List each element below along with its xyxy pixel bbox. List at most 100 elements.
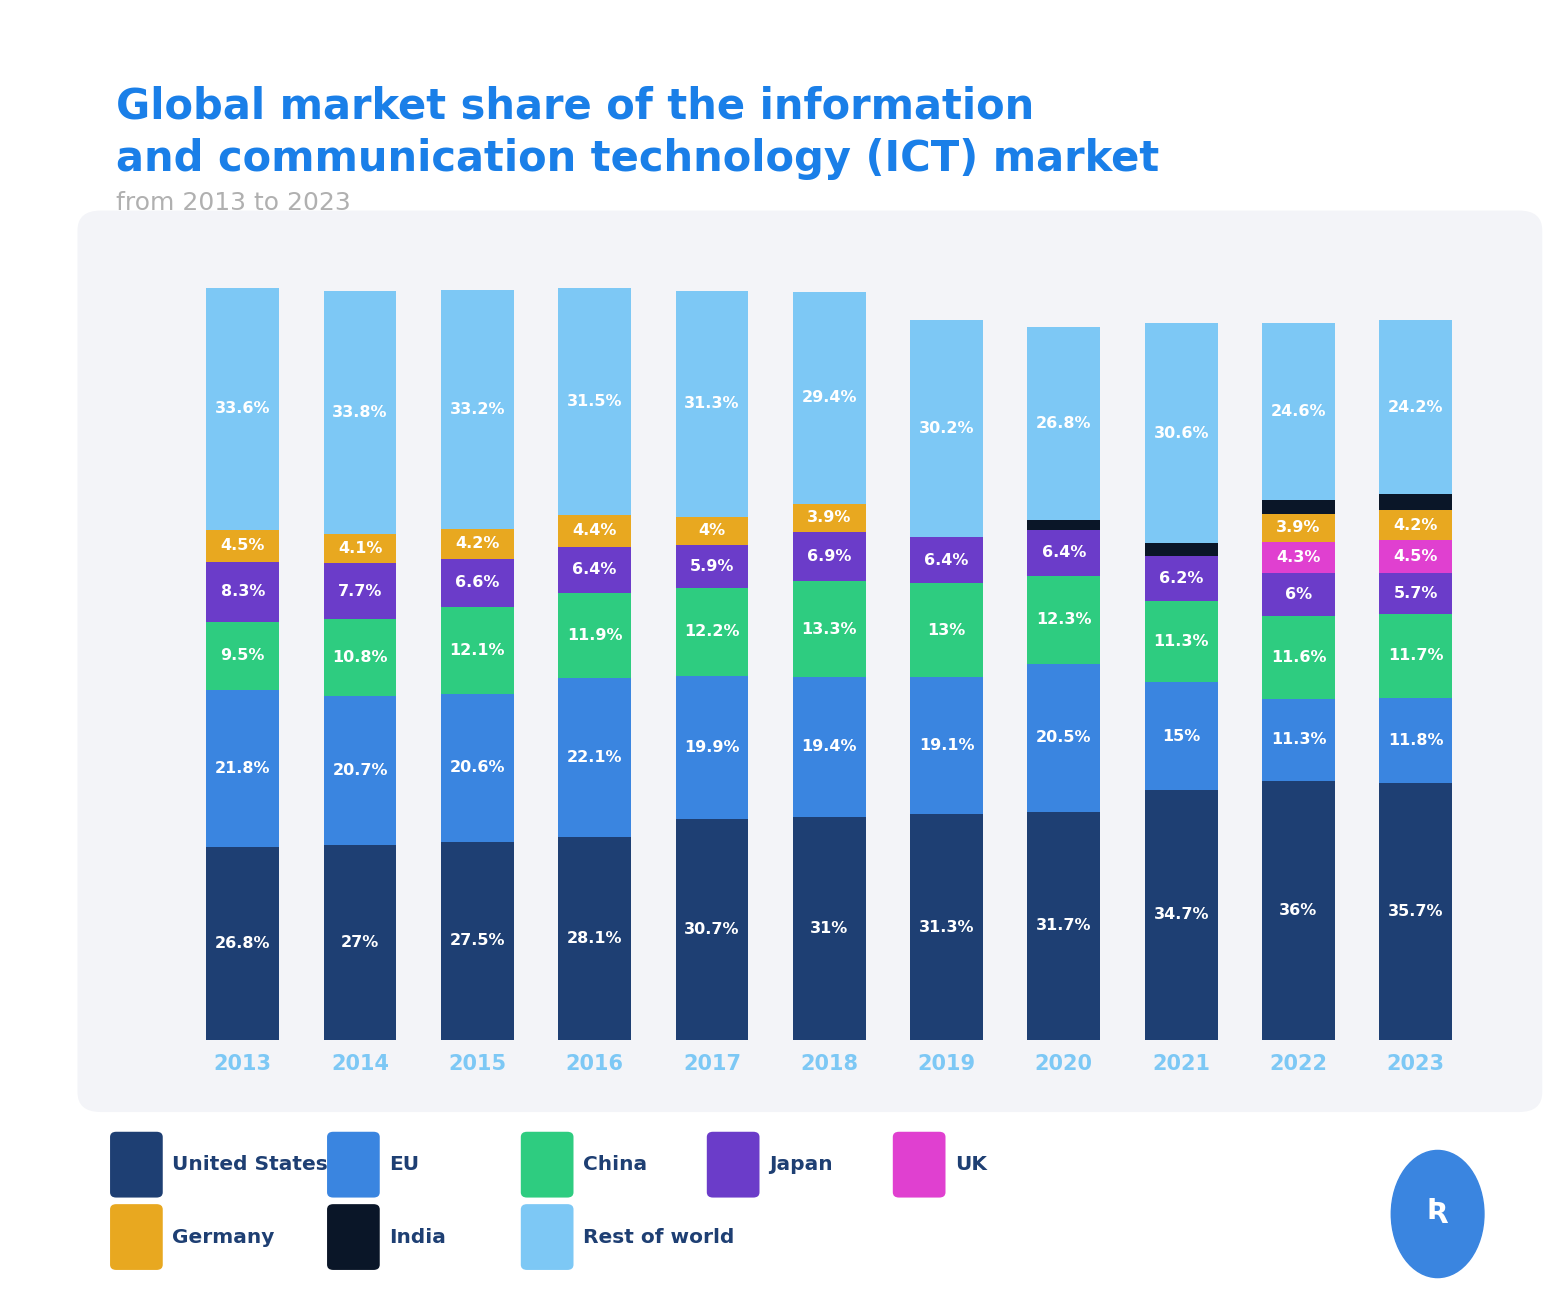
Text: 33.6%: 33.6% <box>215 401 271 416</box>
Text: China: China <box>583 1155 646 1174</box>
Text: 20.6%: 20.6% <box>449 761 505 775</box>
Text: 4.5%: 4.5% <box>220 538 265 553</box>
Bar <box>206 562 279 621</box>
Bar <box>794 292 865 504</box>
Bar <box>794 504 865 532</box>
Text: 22.1%: 22.1% <box>567 750 623 766</box>
Bar <box>558 679 631 837</box>
Bar <box>324 291 397 534</box>
Text: 27.5%: 27.5% <box>449 933 505 949</box>
Text: 3.9%: 3.9% <box>808 511 851 525</box>
Bar <box>206 529 279 562</box>
Text: 4.3%: 4.3% <box>1276 550 1321 565</box>
Text: 36%: 36% <box>1279 903 1318 917</box>
Bar <box>1145 322 1217 544</box>
Bar <box>1262 616 1335 699</box>
Bar <box>676 545 749 588</box>
Bar <box>1262 322 1335 500</box>
Text: 19.1%: 19.1% <box>919 738 975 753</box>
Bar <box>910 583 983 676</box>
Bar <box>910 320 983 537</box>
Text: 19.9%: 19.9% <box>684 740 739 754</box>
Text: 19.4%: 19.4% <box>801 740 857 754</box>
Bar <box>676 291 749 517</box>
Text: Germany: Germany <box>172 1228 274 1246</box>
Bar <box>1380 511 1452 541</box>
Bar <box>1380 697 1452 783</box>
Text: 13%: 13% <box>927 622 966 638</box>
Bar <box>676 517 749 545</box>
Text: 30.2%: 30.2% <box>919 421 975 437</box>
Bar <box>794 817 865 1040</box>
Bar <box>1145 544 1217 557</box>
Bar <box>794 582 865 676</box>
Bar <box>1262 699 1335 780</box>
Bar <box>442 694 513 842</box>
Text: 26.8%: 26.8% <box>1035 416 1091 432</box>
Text: 4.2%: 4.2% <box>1393 517 1438 533</box>
Text: 11.3%: 11.3% <box>1271 733 1327 747</box>
Bar <box>1028 575 1100 665</box>
Text: from 2013 to 2023: from 2013 to 2023 <box>116 191 350 215</box>
Text: 12.2%: 12.2% <box>684 624 739 640</box>
Text: 24.2%: 24.2% <box>1387 400 1443 415</box>
Text: 27%: 27% <box>341 934 380 950</box>
Text: 4.2%: 4.2% <box>456 537 499 551</box>
Text: 6.4%: 6.4% <box>924 553 969 569</box>
Text: 4%: 4% <box>699 524 725 538</box>
Bar <box>910 537 983 583</box>
Text: 4.5%: 4.5% <box>1393 549 1438 565</box>
Text: 11.6%: 11.6% <box>1271 650 1327 665</box>
Text: 29.4%: 29.4% <box>801 391 857 405</box>
Bar <box>1145 557 1217 600</box>
Bar <box>324 534 397 563</box>
Bar <box>1028 328 1100 520</box>
Text: 28.1%: 28.1% <box>567 930 623 946</box>
Text: 10.8%: 10.8% <box>332 650 388 665</box>
Text: 20.5%: 20.5% <box>1035 730 1091 745</box>
Bar <box>324 619 397 696</box>
Bar <box>1262 513 1335 542</box>
Text: 12.3%: 12.3% <box>1035 612 1091 628</box>
Circle shape <box>1392 1150 1483 1278</box>
Bar <box>206 690 279 846</box>
Text: 31.3%: 31.3% <box>919 920 975 934</box>
Text: 26.8%: 26.8% <box>215 936 271 950</box>
Bar <box>794 676 865 817</box>
Text: Japan: Japan <box>769 1155 832 1174</box>
Text: 6%: 6% <box>1285 587 1311 601</box>
Bar <box>1262 780 1335 1040</box>
Bar <box>1145 790 1217 1040</box>
Bar <box>324 563 397 619</box>
Text: 6.9%: 6.9% <box>808 549 851 565</box>
Bar <box>442 559 513 607</box>
Bar <box>324 696 397 845</box>
Bar <box>1028 812 1100 1040</box>
Bar <box>442 842 513 1040</box>
Text: 6.4%: 6.4% <box>572 562 617 578</box>
Text: EU: EU <box>389 1155 419 1174</box>
Text: 4.4%: 4.4% <box>572 524 617 538</box>
Text: 33.2%: 33.2% <box>449 401 505 417</box>
Bar <box>1380 613 1452 697</box>
Text: 20.7%: 20.7% <box>332 763 388 778</box>
Text: 11.3%: 11.3% <box>1153 634 1209 649</box>
Text: 21.8%: 21.8% <box>215 761 271 776</box>
Text: 6.6%: 6.6% <box>456 575 499 591</box>
Text: 7.7%: 7.7% <box>338 583 383 599</box>
Bar <box>206 288 279 529</box>
Bar <box>324 845 397 1040</box>
Text: 6.2%: 6.2% <box>1159 571 1203 586</box>
Bar <box>1380 495 1452 511</box>
Bar <box>794 532 865 582</box>
Bar <box>676 588 749 675</box>
Text: 13.3%: 13.3% <box>801 621 857 637</box>
Text: and communication technology (ICT) market: and communication technology (ICT) marke… <box>116 138 1159 180</box>
Bar <box>1380 783 1452 1040</box>
Bar <box>558 288 631 515</box>
Text: 24.6%: 24.6% <box>1271 404 1327 418</box>
Text: Rest of world: Rest of world <box>583 1228 735 1246</box>
Bar <box>1380 541 1452 572</box>
Bar <box>558 592 631 679</box>
Bar <box>1262 572 1335 616</box>
